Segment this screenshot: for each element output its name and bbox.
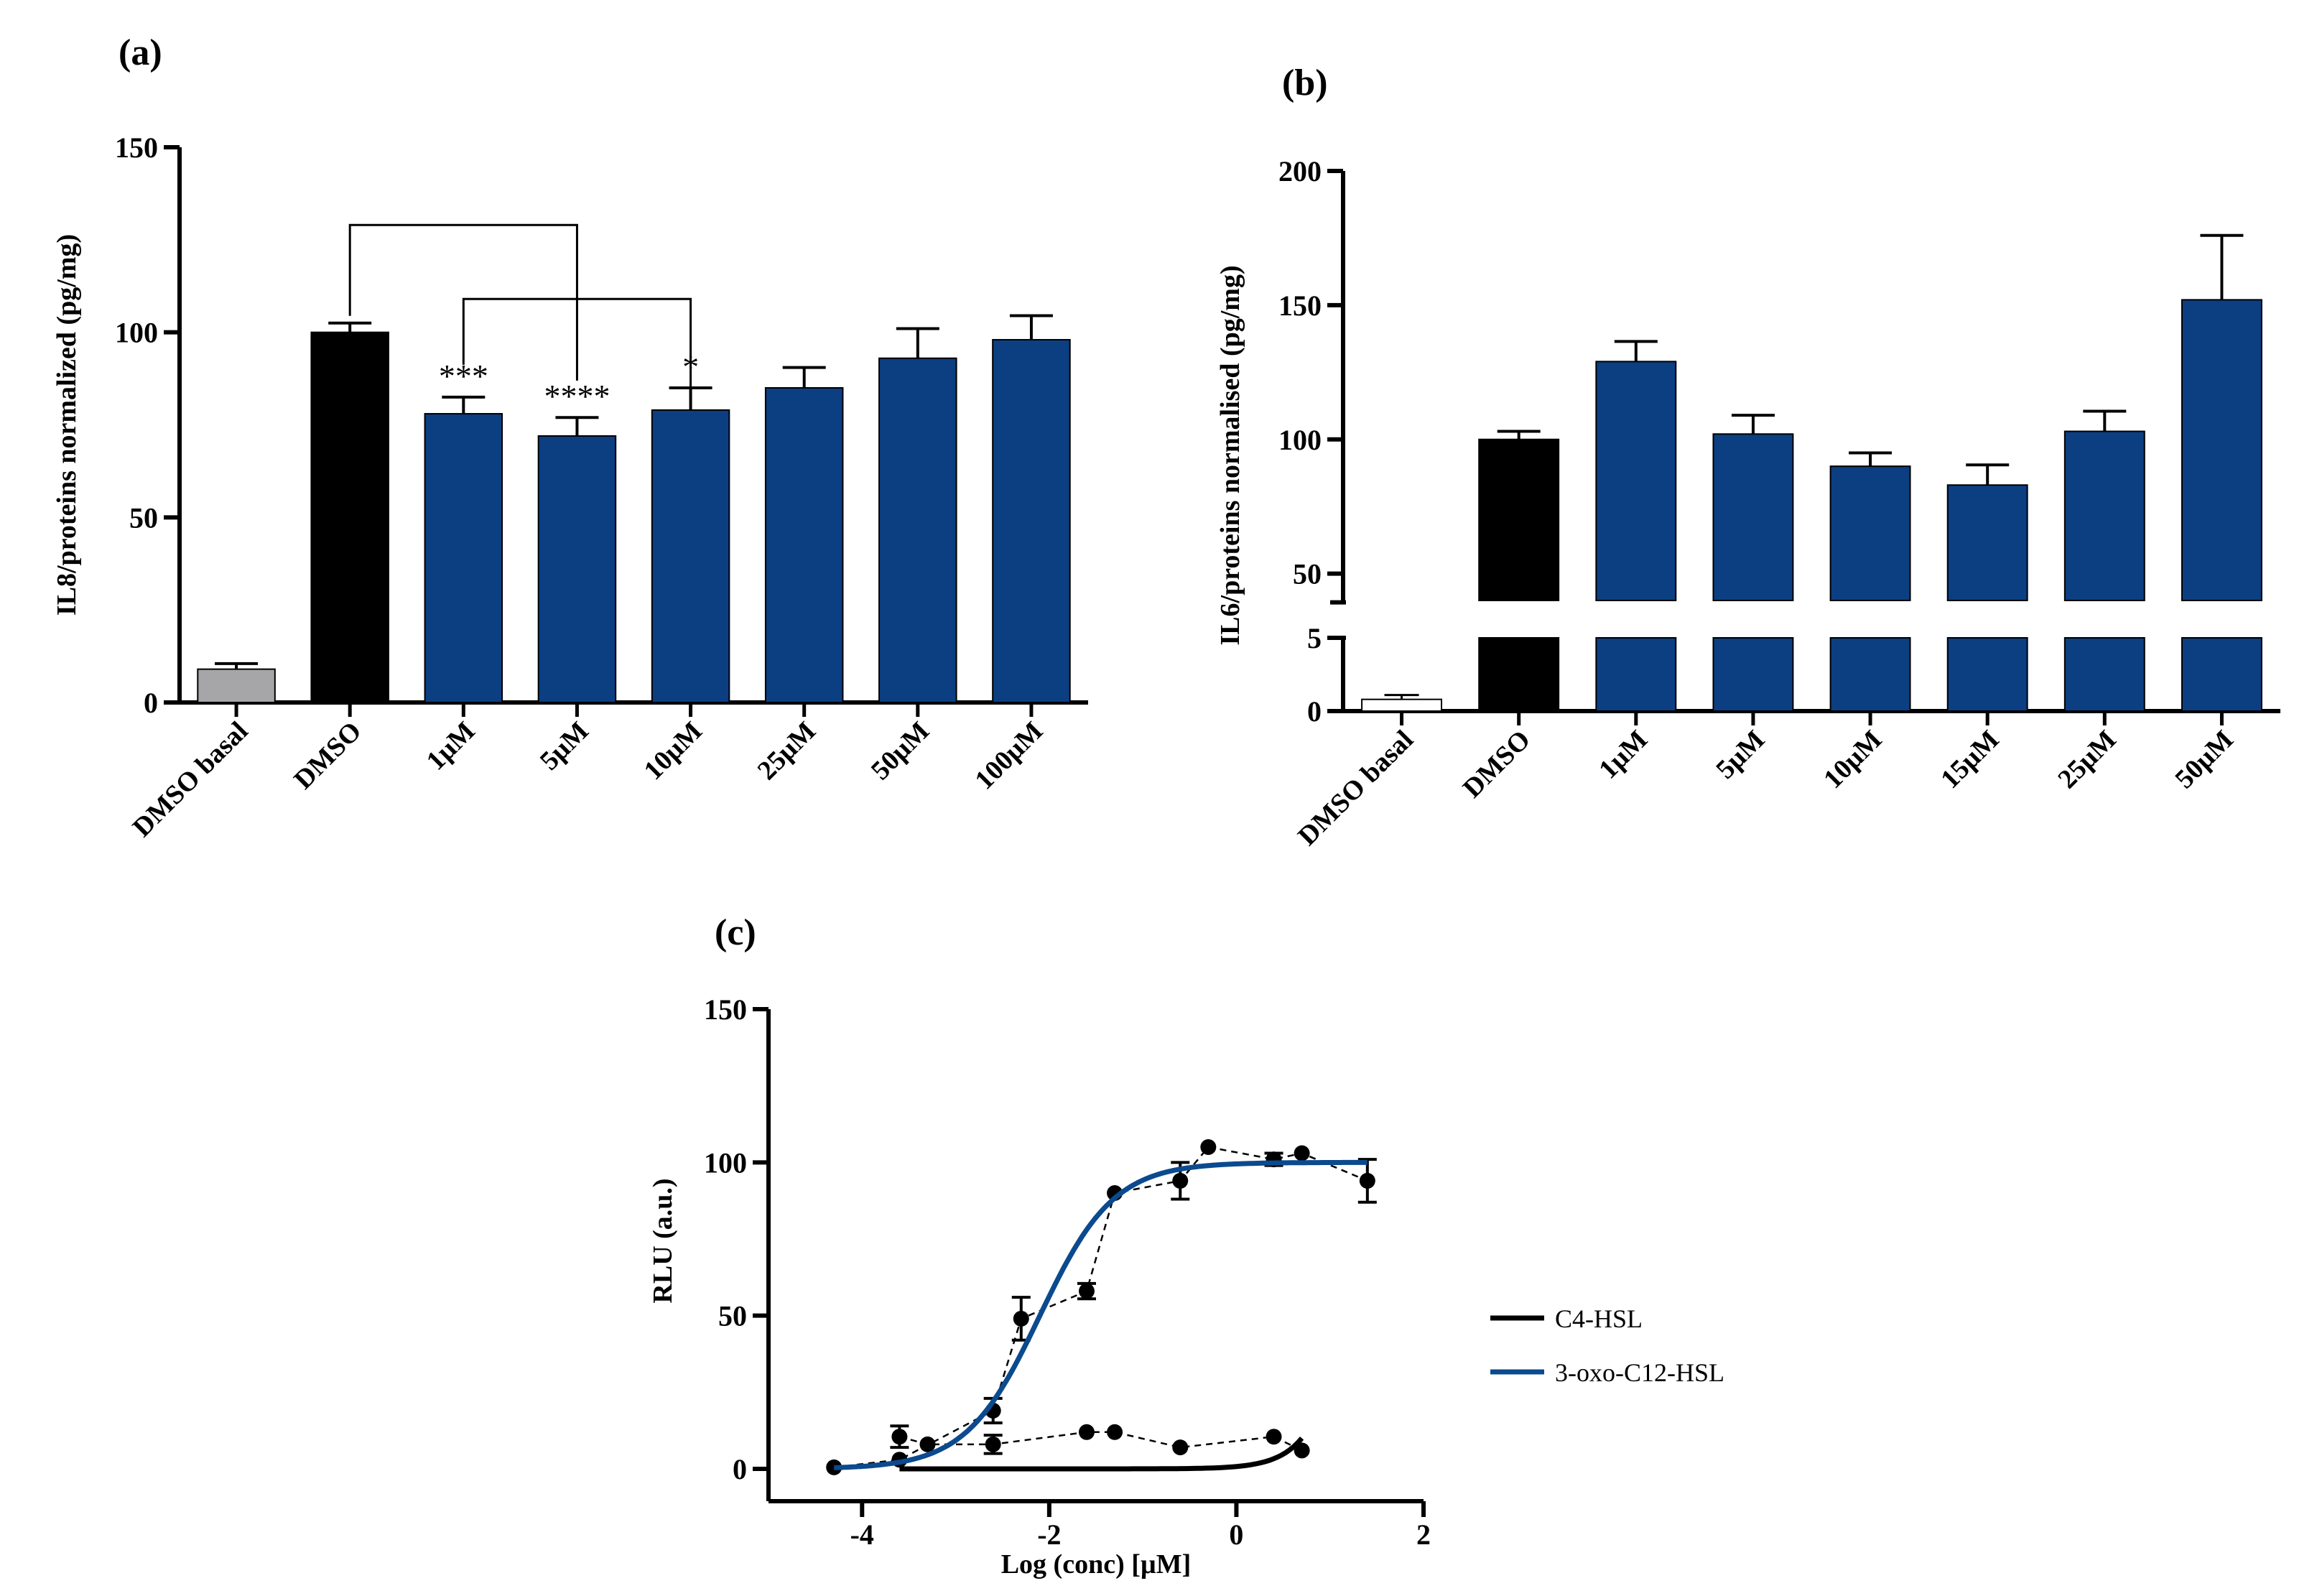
bar — [992, 338, 1071, 703]
panel-label: (c) — [715, 912, 756, 953]
y-tick-label: 100 — [704, 1146, 747, 1179]
panel-label: (a) — [119, 32, 162, 73]
y-tick-label: 50 — [129, 501, 158, 534]
data-point — [1172, 1439, 1189, 1456]
bar-lower — [1595, 637, 1677, 712]
x-tick-label: DMSO basal — [1292, 725, 1419, 852]
bar-upper — [1829, 465, 1911, 601]
y-tick-label: 0 — [144, 687, 158, 719]
x-tick-label: 1µM — [421, 716, 481, 776]
data-point — [1013, 1310, 1029, 1327]
bar-upper — [1712, 433, 1794, 602]
significance-bracket — [348, 223, 578, 381]
y-axis-label: IL8/proteins normalized (pg/mg) — [52, 234, 82, 616]
x-tick-label: 10µM — [1818, 725, 1888, 794]
x-tick-label: -2 — [1037, 1518, 1061, 1551]
series-connector — [834, 1146, 1368, 1469]
y-tick-label: 100 — [1278, 424, 1322, 456]
bar-lower — [2063, 637, 2145, 712]
x-tick-label: 50µM — [865, 716, 935, 786]
data-point — [1294, 1442, 1310, 1459]
bar — [764, 386, 844, 703]
data-point — [1266, 1429, 1282, 1445]
data-point — [1078, 1283, 1095, 1299]
y-tick-label: 50 — [718, 1300, 747, 1332]
x-tick-label: 0 — [1229, 1518, 1243, 1551]
y-axis-label: IL6/proteins normalised (pg/mg) — [1215, 265, 1245, 645]
x-tick-label: DMSO basal — [127, 716, 254, 843]
legend-label: C4-HSL — [1555, 1304, 1643, 1333]
bar-upper — [1478, 438, 1560, 601]
bar-upper — [1946, 484, 2028, 601]
bar — [537, 435, 617, 704]
y-tick-label: 100 — [115, 317, 158, 349]
bar — [197, 668, 276, 703]
x-axis-label: Log (conc) [µM] — [1001, 1549, 1192, 1579]
x-tick-label: -4 — [850, 1518, 874, 1551]
series-connector — [899, 1431, 1303, 1452]
y-tick-label: 150 — [1278, 289, 1322, 322]
y-tick-label: 0 — [733, 1453, 747, 1485]
bar-lower — [1478, 637, 1560, 712]
x-tick-label: 5µM — [534, 716, 595, 776]
legend-label: 3-oxo-C12-HSL — [1555, 1358, 1724, 1387]
chart-panel-b: (b) 50 100 150 200 0 5 IL6/proteins normalised … — [1215, 62, 2280, 851]
data-point — [1359, 1172, 1375, 1189]
x-tick-label: 2 — [1416, 1518, 1431, 1551]
bar — [651, 409, 730, 703]
bar — [424, 413, 503, 703]
data-point — [985, 1436, 1001, 1452]
panel-label: (b) — [1282, 62, 1328, 103]
bar — [878, 357, 957, 703]
x-tick-label: 15µM — [1935, 725, 2005, 794]
bar-upper — [2063, 430, 2145, 601]
y-axis-label: RLU (a.u.) — [648, 1178, 678, 1303]
bar-lower — [1946, 637, 2028, 712]
x-tick-label: 25µM — [752, 716, 822, 786]
y-tick-label: 200 — [1278, 155, 1322, 187]
bar-upper — [2181, 299, 2262, 601]
y-tick-label: 0 — [1307, 695, 1322, 728]
x-tick-label: 100µM — [969, 716, 1049, 796]
y-tick-label: 50 — [1293, 558, 1322, 590]
data-point — [1172, 1172, 1189, 1189]
chart-panel-c: (c) 0 50 100 150 -4 -2 0 2 Log (conc) [µM] RLU (a.… — [648, 912, 1724, 1579]
x-tick-label: 5µM — [1710, 725, 1770, 785]
x-tick-label: 25µM — [2052, 725, 2122, 794]
significance-bracket — [462, 297, 692, 388]
x-tick-label: DMSO — [288, 716, 367, 795]
data-point — [1078, 1424, 1095, 1440]
chart-panel-a: (a) 0 50 100 150 IL8/proteins normalized (pg/… — [52, 32, 1088, 843]
bar — [310, 331, 389, 703]
bar-lower — [2181, 637, 2262, 712]
x-tick-label: 10µM — [639, 716, 708, 786]
bar — [1361, 698, 1443, 712]
bar-lower — [1712, 637, 1794, 712]
data-point — [1294, 1145, 1310, 1161]
x-tick-label: 50µM — [2169, 725, 2239, 794]
fit-curve-c4-hsl — [899, 1436, 1304, 1472]
fit-curve-3-oxo-c12-hsl — [834, 1159, 1368, 1470]
data-point — [1107, 1424, 1123, 1440]
data-point — [891, 1429, 908, 1445]
y-tick-label: 150 — [115, 131, 158, 164]
bar-lower — [1829, 637, 1911, 712]
data-point — [1200, 1139, 1217, 1155]
significance-marker: **** — [544, 378, 610, 414]
bar-upper — [1595, 361, 1677, 601]
x-tick-label: DMSO — [1457, 725, 1536, 804]
y-tick-label: 150 — [704, 993, 747, 1026]
x-tick-label: 1µM — [1593, 725, 1653, 785]
y-tick-label: 5 — [1307, 622, 1322, 654]
